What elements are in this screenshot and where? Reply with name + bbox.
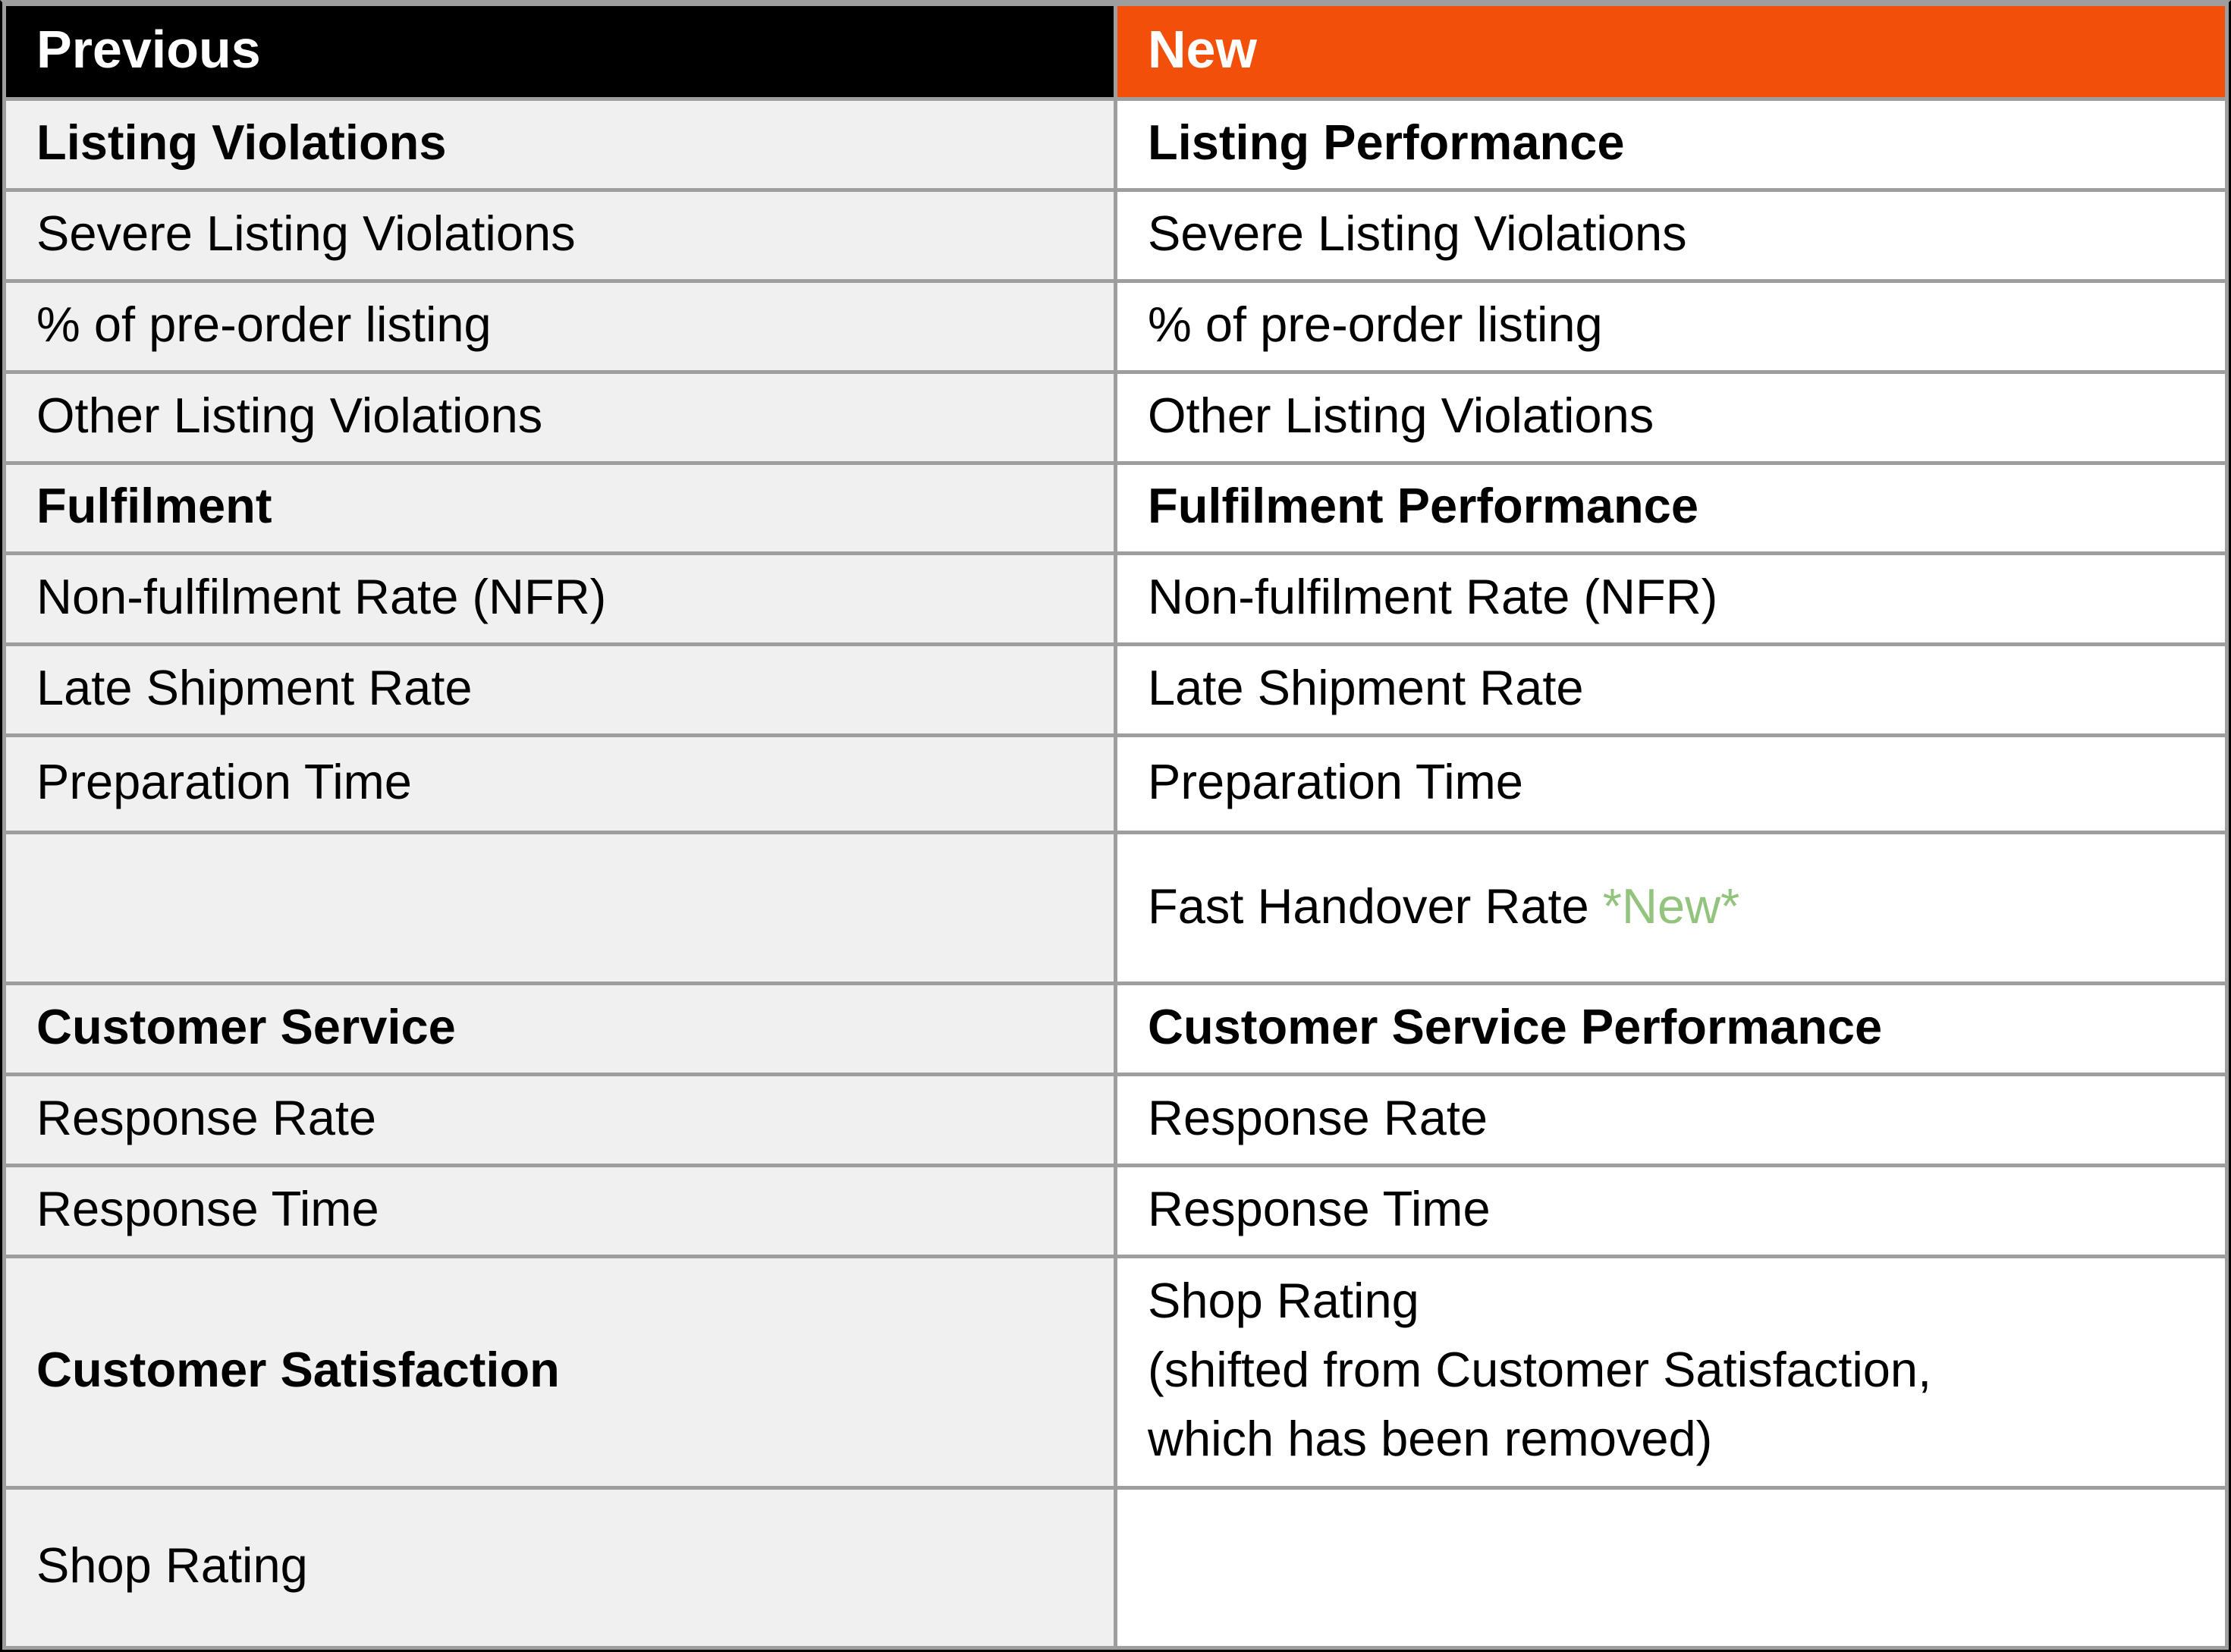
prev-cell: Other Listing Violations <box>2 369 1117 465</box>
new-cell-empty <box>1114 1485 2229 1650</box>
table-row-pre-order-listing: % of pre-order listing % of pre-order li… <box>2 278 2229 374</box>
header-row: Previous New <box>2 2 2229 101</box>
prev-cell-empty <box>2 831 1117 986</box>
new-cell: Response Time <box>1114 1163 2229 1258</box>
table-row-preparation-time: Preparation Time Preparation Time <box>2 733 2229 835</box>
prev-cell: Late Shipment Rate <box>2 642 1117 738</box>
prev-cell: Severe Listing Violations <box>2 187 1117 283</box>
table-row-response-time: Response Time Response Time <box>2 1163 2229 1258</box>
new-cell: Other Listing Violations <box>1114 369 2229 465</box>
new-cell: Severe Listing Violations <box>1114 187 2229 283</box>
table-row-customer-service-section: Customer Service Customer Service Perfor… <box>2 981 2229 1077</box>
prev-cell: Listing Violations <box>2 97 1117 192</box>
table-row-other-listing-violations: Other Listing Violations Other Listing V… <box>2 369 2229 465</box>
fast-handover-label: Fast Handover Rate <box>1148 878 1603 934</box>
new-cell: Fast Handover Rate *New* <box>1114 831 2229 986</box>
table-row-non-fulfilment-rate: Non-fulfilment Rate (NFR) Non-fulfilment… <box>2 551 2229 647</box>
table-row-late-shipment-rate: Late Shipment Rate Late Shipment Rate <box>2 642 2229 738</box>
table-row-customer-satisfaction: Customer Satisfaction Shop Rating (shift… <box>2 1254 2229 1490</box>
prev-cell: Customer Service <box>2 981 1117 1077</box>
new-cell: Customer Service Performance <box>1114 981 2229 1077</box>
new-cell: Listing Performance <box>1114 97 2229 192</box>
prev-cell: Non-fulfilment Rate (NFR) <box>2 551 1117 647</box>
prev-cell: Response Time <box>2 1163 1117 1258</box>
table-row-fast-handover-rate: Fast Handover Rate *New* <box>2 831 2229 986</box>
new-cell: Shop Rating (shifted from Customer Satis… <box>1114 1254 2229 1490</box>
new-cell: Preparation Time <box>1114 733 2229 835</box>
new-cell: Response Rate <box>1114 1073 2229 1167</box>
new-cell: Non-fulfilment Rate (NFR) <box>1114 551 2229 647</box>
prev-cell: Preparation Time <box>2 733 1117 835</box>
prev-cell: Shop Rating <box>2 1485 1117 1650</box>
new-cell: % of pre-order listing <box>1114 278 2229 374</box>
new-badge: *New* <box>1602 878 1740 934</box>
table-row-fulfilment-section: Fulfilment Fulfilment Performance <box>2 460 2229 556</box>
table-row-response-rate: Response Rate Response Rate <box>2 1073 2229 1167</box>
table-row-shop-rating: Shop Rating <box>2 1485 2229 1650</box>
table-row-listing-section: Listing Violations Listing Performance <box>2 97 2229 192</box>
previous-header-cell: Previous <box>2 2 1117 101</box>
prev-cell: Customer Satisfaction <box>2 1254 1117 1490</box>
prev-cell: Response Rate <box>2 1073 1117 1167</box>
new-header-cell: New <box>1114 2 2229 101</box>
prev-cell: Fulfilment <box>2 460 1117 556</box>
table-row-severe-listing-violations: Severe Listing Violations Severe Listing… <box>2 187 2229 283</box>
new-cell: Late Shipment Rate <box>1114 642 2229 738</box>
prev-cell: % of pre-order listing <box>2 278 1117 374</box>
new-cell: Fulfilment Performance <box>1114 460 2229 556</box>
